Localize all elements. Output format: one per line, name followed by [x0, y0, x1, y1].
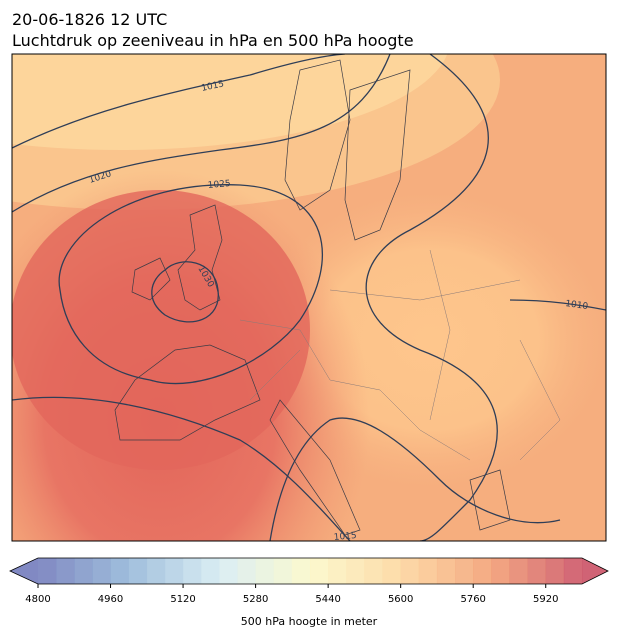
colorbar-band — [400, 558, 420, 584]
colorbar-extend-low — [10, 558, 38, 584]
colorbar-band — [201, 558, 220, 584]
isobar-label: 1015 — [333, 531, 357, 543]
colorbar-band — [527, 558, 547, 584]
colorbar-band — [273, 558, 293, 584]
colorbar-band — [328, 558, 347, 584]
colorbar-band — [491, 558, 510, 584]
map-frame — [11, 53, 607, 542]
isobar-label: 1015 — [201, 79, 225, 94]
colorbar-tick-label: 5600 — [388, 594, 413, 605]
colorbar-band — [56, 558, 75, 584]
colorbar-tick-label: 4800 — [25, 594, 50, 605]
colorbar-band — [418, 558, 438, 584]
isobar-label: 1025 — [207, 179, 231, 191]
colorbar-tick-label: 5280 — [243, 594, 268, 605]
colorbar-band — [110, 558, 129, 584]
colorbar-band — [38, 558, 57, 584]
colorbar-band — [364, 558, 383, 584]
colorbar-band — [128, 558, 148, 584]
colorbar-tick-label: 5120 — [170, 594, 195, 605]
colorbar-band — [183, 558, 202, 584]
colorbar-band — [92, 558, 111, 584]
colorbar-band — [291, 558, 311, 584]
colorbar-band — [74, 558, 93, 584]
colorbar-band — [455, 558, 474, 584]
colorbar-band — [509, 558, 528, 584]
main-title: Luchtdruk op zeeniveau in hPa en 500 hPa… — [12, 31, 414, 50]
colorbar-band — [382, 558, 401, 584]
colorbar-outline — [9, 557, 609, 585]
colorbar-tick-label: 5440 — [315, 594, 340, 605]
colorbar-tick-label: 4960 — [98, 594, 123, 605]
colorbar-band — [545, 558, 565, 584]
colorbar-band — [219, 558, 238, 584]
colorbar-tick-label: 5920 — [533, 594, 558, 605]
colorbar-band — [346, 558, 365, 584]
colorbar-band — [563, 558, 583, 584]
date-title: 20-06-1826 12 UTC — [12, 10, 167, 29]
colorbar-extend-high — [582, 558, 608, 584]
colorbar: 4800 4960 5120 5280 5440 5600 5760 5920 — [9, 557, 609, 605]
colorbar-band — [473, 558, 492, 584]
colorbar-band — [164, 558, 184, 584]
colorbar-band — [255, 558, 275, 584]
colorbar-band — [436, 558, 456, 584]
colorbar-label: 500 hPa hoogte in meter — [241, 615, 378, 628]
colorbar-band — [146, 558, 166, 584]
colorbar-band — [237, 558, 256, 584]
colorbar-band — [310, 558, 329, 584]
colorbar-tick-label: 5760 — [460, 594, 485, 605]
isobar-label: 1010 — [565, 299, 589, 312]
